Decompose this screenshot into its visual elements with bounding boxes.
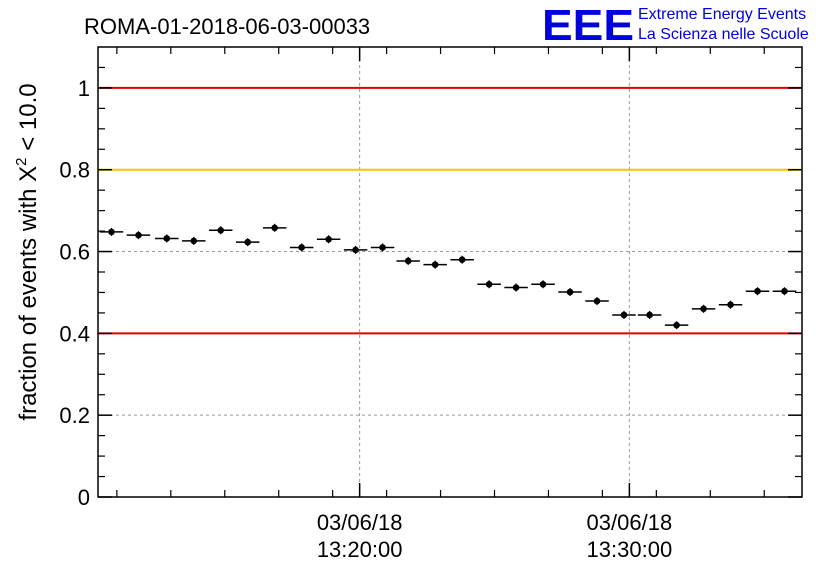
data-point-marker — [298, 244, 305, 251]
y-tick-label: 0.4 — [59, 321, 90, 346]
data-point — [208, 226, 233, 235]
data-point-marker — [754, 287, 761, 295]
data-point — [637, 310, 662, 319]
data-point — [126, 231, 151, 240]
data-point — [235, 238, 260, 247]
data-point — [718, 300, 743, 309]
data-point-marker — [108, 228, 115, 236]
data-point — [664, 321, 689, 330]
eee-logo-mark: EEE — [542, 1, 634, 50]
chart-title: ROMA-01-2018-06-03-00033 — [84, 14, 370, 39]
reference-lines — [98, 86, 802, 335]
data-point — [182, 236, 206, 245]
data-point-marker — [325, 235, 332, 243]
data-point-marker — [673, 321, 680, 329]
data-point-marker — [217, 226, 225, 234]
data-point-marker — [404, 257, 412, 265]
data-point — [289, 243, 314, 252]
eee-logo: EEE Extreme Energy Events La Scienza nel… — [542, 1, 809, 50]
data-point — [99, 227, 124, 236]
data-point-marker — [352, 246, 359, 254]
data-point — [612, 310, 636, 319]
y-tick-label: 1 — [78, 76, 90, 101]
y-tick-label: 0 — [78, 485, 90, 510]
eee-logo-line1: Extreme Energy Events — [638, 6, 806, 23]
eee-logo-line2: La Scienza nelle Scuole — [638, 26, 809, 43]
data-point — [477, 280, 501, 289]
data-point-marker — [700, 305, 707, 313]
data-point-marker — [646, 311, 653, 319]
data-point-marker — [620, 311, 628, 319]
y-axis-label: fraction of events with X2 < 10.0 — [13, 83, 42, 420]
y-tick-label: 0.2 — [59, 403, 90, 428]
data-point-marker — [593, 297, 601, 305]
grid-lines — [98, 47, 802, 497]
data-point — [585, 297, 609, 306]
data-points — [99, 223, 797, 330]
data-point-marker — [190, 237, 198, 245]
data-point — [155, 234, 179, 243]
data-point — [558, 288, 582, 297]
data-point-marker — [163, 235, 171, 242]
data-point — [450, 255, 474, 264]
data-point-marker — [271, 224, 278, 232]
data-point-marker — [512, 284, 520, 291]
data-point-marker — [485, 280, 493, 288]
data-point — [772, 287, 797, 296]
data-point — [504, 283, 528, 292]
x-tick-label-date: 03/06/18 — [587, 510, 673, 535]
x-tick-label-time: 13:30:00 — [587, 537, 673, 562]
data-point — [262, 223, 287, 232]
data-point-marker — [135, 231, 142, 239]
data-point — [531, 280, 555, 289]
y-axis: 0 0.2 0.4 0.6 0.8 1 — [59, 66, 802, 510]
data-point-marker — [566, 288, 574, 296]
y-tick-label: 0.8 — [59, 158, 90, 183]
data-point-marker — [379, 244, 386, 251]
data-point-marker — [244, 238, 252, 246]
x-tick-label-date: 03/06/18 — [317, 510, 403, 535]
data-point — [316, 235, 341, 244]
plot-frame — [97, 46, 803, 498]
data-point-marker — [539, 280, 547, 288]
data-point — [691, 304, 716, 313]
data-point-marker — [781, 287, 788, 295]
data-point-marker — [727, 301, 734, 309]
data-point — [370, 243, 395, 252]
y-tick-label: 0.6 — [59, 240, 90, 265]
data-point — [745, 287, 770, 296]
data-point — [396, 256, 420, 265]
data-point — [423, 260, 447, 269]
data-point — [343, 245, 368, 254]
data-point-marker — [431, 261, 439, 268]
x-tick-label-time: 13:20:00 — [317, 537, 403, 562]
data-point-marker — [458, 256, 466, 264]
